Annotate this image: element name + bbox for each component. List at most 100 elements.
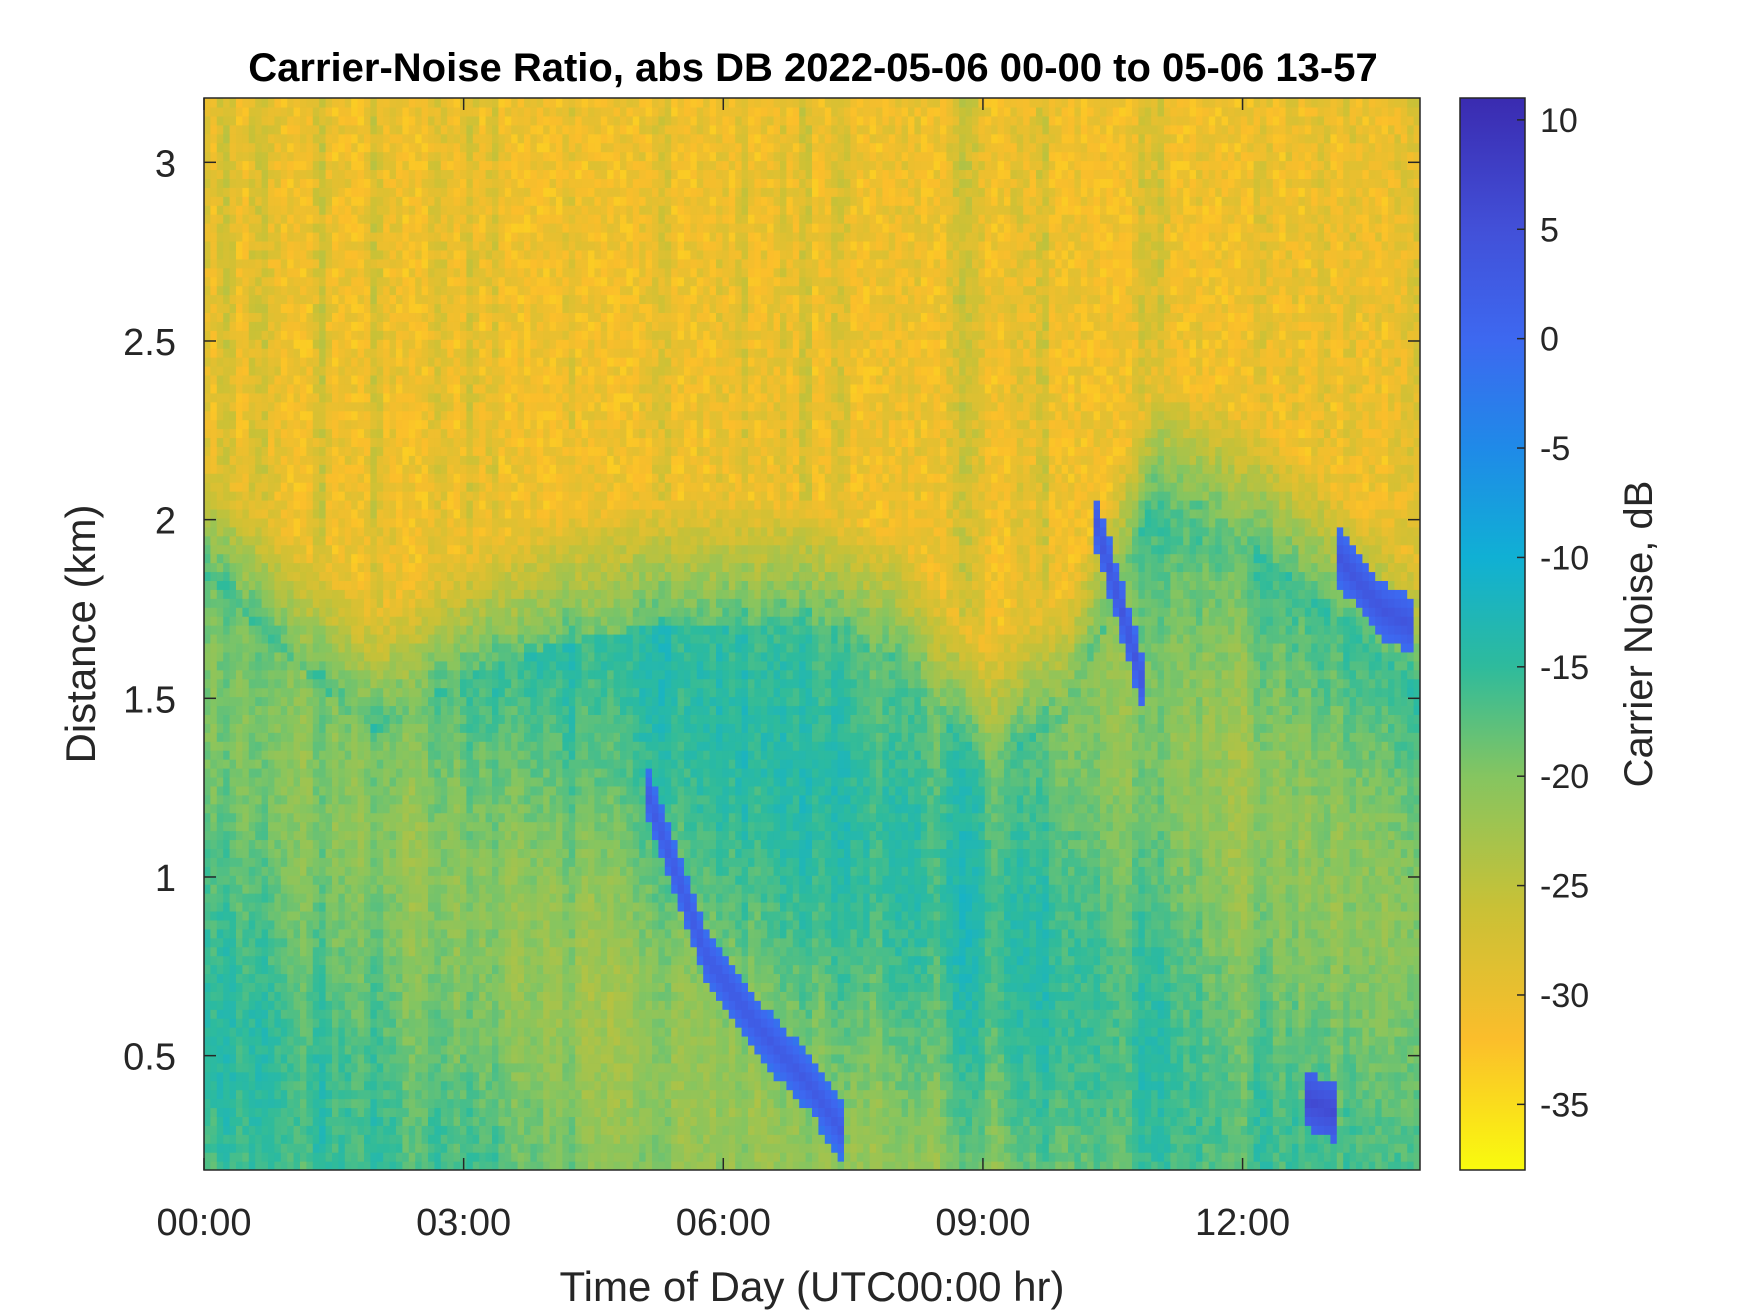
heatmap-cell	[357, 598, 365, 608]
heatmap-cell	[204, 1080, 211, 1091]
heatmap-cell	[242, 759, 250, 769]
heatmap-cell	[242, 473, 250, 483]
heatmap-cell	[408, 634, 416, 644]
heatmap-cell	[236, 616, 243, 626]
heatmap-cell	[325, 553, 333, 564]
heatmap-cell	[428, 1027, 435, 1037]
heatmap-cell	[293, 196, 301, 206]
heatmap-cell	[300, 508, 307, 519]
heatmap-cell	[255, 973, 263, 983]
heatmap-cell	[325, 428, 333, 439]
heatmap-cell	[376, 1080, 384, 1091]
heatmap-cell	[376, 768, 384, 778]
heatmap-cell	[306, 678, 314, 689]
heatmap-cell	[421, 589, 429, 599]
heatmap-cell	[383, 249, 391, 260]
heatmap-cell	[242, 1143, 250, 1153]
heatmap-cell	[434, 1062, 442, 1073]
heatmap-cell	[255, 249, 263, 260]
heatmap-cell	[248, 1107, 256, 1117]
heatmap-cell	[229, 884, 237, 894]
heatmap-cell	[421, 455, 429, 465]
heatmap-cell	[408, 651, 416, 662]
heatmap-cell	[344, 482, 352, 492]
heatmap-cell	[466, 508, 474, 519]
heatmap-cell	[293, 115, 301, 126]
heatmap-cell	[383, 973, 391, 983]
heatmap-cell	[338, 223, 346, 233]
heatmap-cell	[216, 187, 224, 197]
heatmap-cell	[370, 1036, 378, 1046]
heatmap-cell	[351, 910, 359, 921]
heatmap-cell	[287, 1125, 295, 1135]
heatmap-cell	[376, 196, 384, 206]
heatmap-cell	[370, 187, 378, 197]
heatmap-cell	[402, 776, 410, 787]
heatmap-cell	[268, 776, 275, 787]
heatmap-cell	[312, 383, 320, 394]
heatmap-cell	[338, 884, 346, 894]
heatmap-cell	[287, 937, 295, 948]
heatmap-cell	[216, 214, 224, 224]
heatmap-cell	[364, 678, 371, 689]
heatmap-cell	[364, 267, 371, 278]
heatmap-cell	[312, 669, 320, 680]
heatmap-cell	[434, 982, 442, 992]
heatmap-cell	[261, 339, 269, 349]
heatmap-cell	[242, 1161, 250, 1170]
heatmap-cell	[300, 133, 307, 144]
heatmap-cell	[325, 491, 333, 501]
heatmap-cell	[383, 276, 391, 287]
heatmap-cell	[229, 830, 237, 841]
heatmap-cell	[402, 500, 410, 510]
heatmap-cell	[268, 562, 275, 573]
heatmap-cell	[332, 160, 339, 171]
heatmap-cell	[364, 1143, 371, 1153]
heatmap-cell	[236, 294, 243, 305]
heatmap-cell	[229, 410, 237, 421]
heatmap-cell	[460, 741, 467, 751]
heatmap-cell	[274, 1062, 282, 1073]
heatmap-cell	[255, 687, 263, 698]
heatmap-cell	[280, 500, 288, 510]
heatmap-cell	[466, 1116, 474, 1126]
heatmap-cell	[460, 383, 467, 394]
heatmap-cell	[383, 884, 391, 894]
heatmap-cell	[351, 374, 359, 385]
heatmap-cell	[396, 902, 403, 912]
heatmap-cell	[210, 848, 218, 858]
heatmap-cell	[421, 151, 429, 162]
heatmap-cell	[319, 1080, 327, 1091]
heatmap-cell	[268, 526, 275, 537]
heatmap-cell	[255, 258, 263, 269]
heatmap-cell	[376, 759, 384, 769]
heatmap-cell	[236, 830, 243, 841]
heatmap-cell	[255, 223, 263, 233]
heatmap-cell	[447, 750, 455, 760]
heatmap-cell	[280, 437, 288, 447]
heatmap-cell	[223, 660, 231, 671]
heatmap-cell	[447, 651, 455, 662]
heatmap-cell	[415, 205, 423, 215]
heatmap-cell	[440, 482, 448, 492]
heatmap-cell	[306, 1018, 314, 1028]
heatmap-cell	[274, 276, 282, 287]
heatmap-cell	[332, 151, 339, 162]
heatmap-cell	[242, 169, 250, 179]
heatmap-cell	[306, 383, 314, 394]
heatmap-cell	[351, 928, 359, 939]
heatmap-cell	[229, 98, 237, 108]
heatmap-cell	[440, 991, 448, 1001]
heatmap-cell	[421, 366, 429, 376]
heatmap-cell	[351, 741, 359, 751]
heatmap-cell	[351, 1027, 359, 1037]
heatmap-cell	[223, 1062, 231, 1073]
heatmap-cell	[421, 732, 429, 742]
heatmap-cell	[357, 821, 365, 832]
heatmap-cell	[236, 1116, 243, 1126]
heatmap-cell	[280, 830, 288, 841]
heatmap-cell	[280, 625, 288, 635]
heatmap-cell	[204, 482, 211, 492]
heatmap-cell	[229, 437, 237, 447]
heatmap-cell	[229, 1152, 237, 1162]
